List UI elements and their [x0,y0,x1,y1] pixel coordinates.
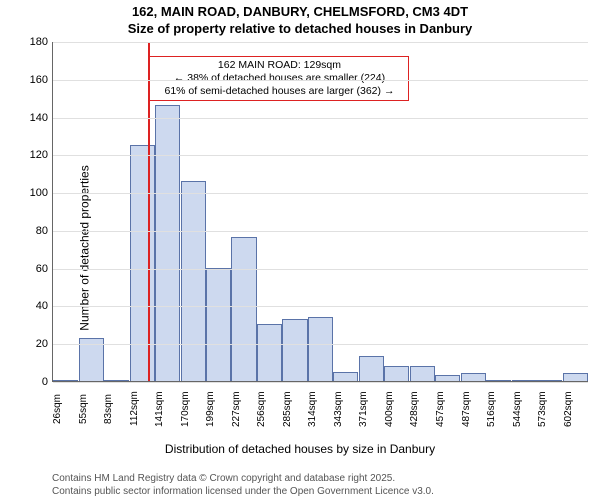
gridline [53,193,588,194]
annotation-box: 162 MAIN ROAD: 129sqm← 38% of detached h… [149,56,409,101]
bar [461,373,486,381]
x-tick: 83sqm [103,382,129,438]
bar [282,319,307,381]
gridline [53,80,588,81]
bar [130,145,155,381]
x-tick: 170sqm [180,382,206,438]
x-tick: 573sqm [537,382,563,438]
bar [181,181,206,381]
y-tick: 80 [18,225,48,237]
x-tick: 314sqm [307,382,333,438]
x-tick: 544sqm [512,382,538,438]
y-tick: 160 [18,74,48,86]
y-tick: 60 [18,263,48,275]
bar [257,324,282,381]
y-tick: 20 [18,338,48,350]
x-tick: 112sqm [129,382,155,438]
bar [410,366,435,381]
bar [563,373,588,381]
bar [435,375,460,381]
x-axis-label: Distribution of detached houses by size … [0,442,600,456]
x-tick: 285sqm [282,382,308,438]
bar [359,356,384,381]
x-tick: 400sqm [384,382,410,438]
gridline [53,344,588,345]
footer-line2: Contains public sector information licen… [52,485,434,498]
x-tick: 26sqm [52,382,78,438]
x-tick: 516sqm [486,382,512,438]
gridline [53,42,588,43]
x-tick: 428sqm [409,382,435,438]
y-tick: 40 [18,300,48,312]
bar [104,380,129,381]
y-tick-labels: 020406080100120140160180 [18,42,52,382]
annotation-line: 162 MAIN ROAD: 129sqm [156,59,402,72]
x-tick: 141sqm [154,382,180,438]
footer-line1: Contains HM Land Registry data © Crown c… [52,472,434,485]
y-tick: 120 [18,149,48,161]
x-tick: 227sqm [231,382,257,438]
x-tick: 487sqm [461,382,487,438]
gridline [53,155,588,156]
annotation-line: 61% of semi-detached houses are larger (… [156,85,402,98]
x-tick-labels: 26sqm55sqm83sqm112sqm141sqm170sqm199sqm2… [52,382,588,438]
bar [486,380,511,381]
gridline [53,231,588,232]
bar [53,380,78,381]
chart-title: 162, MAIN ROAD, DANBURY, CHELMSFORD, CM3… [0,0,600,38]
gridline [53,269,588,270]
y-tick: 100 [18,187,48,199]
x-tick: 256sqm [256,382,282,438]
annotation-line: ← 38% of detached houses are smaller (22… [156,72,402,85]
bar [155,105,180,381]
title-line1: 162, MAIN ROAD, DANBURY, CHELMSFORD, CM3… [0,4,600,21]
x-tick: 602sqm [563,382,589,438]
gridline [53,306,588,307]
bar [231,237,256,381]
bar [333,372,358,381]
x-tick: 199sqm [205,382,231,438]
title-line2: Size of property relative to detached ho… [0,21,600,38]
plot-region: 162 MAIN ROAD: 129sqm← 38% of detached h… [52,42,588,382]
footer-attribution: Contains HM Land Registry data © Crown c… [52,472,434,498]
bar [537,380,562,381]
bar [206,268,231,381]
chart-area: Number of detached properties 0204060801… [0,38,600,458]
bar [308,317,333,381]
bar [384,366,409,381]
x-tick: 343sqm [333,382,359,438]
y-tick: 180 [18,36,48,48]
y-tick: 0 [18,376,48,388]
x-tick: 55sqm [78,382,104,438]
bar [512,380,537,381]
x-tick: 457sqm [435,382,461,438]
x-tick: 371sqm [358,382,384,438]
y-tick: 140 [18,112,48,124]
gridline [53,118,588,119]
